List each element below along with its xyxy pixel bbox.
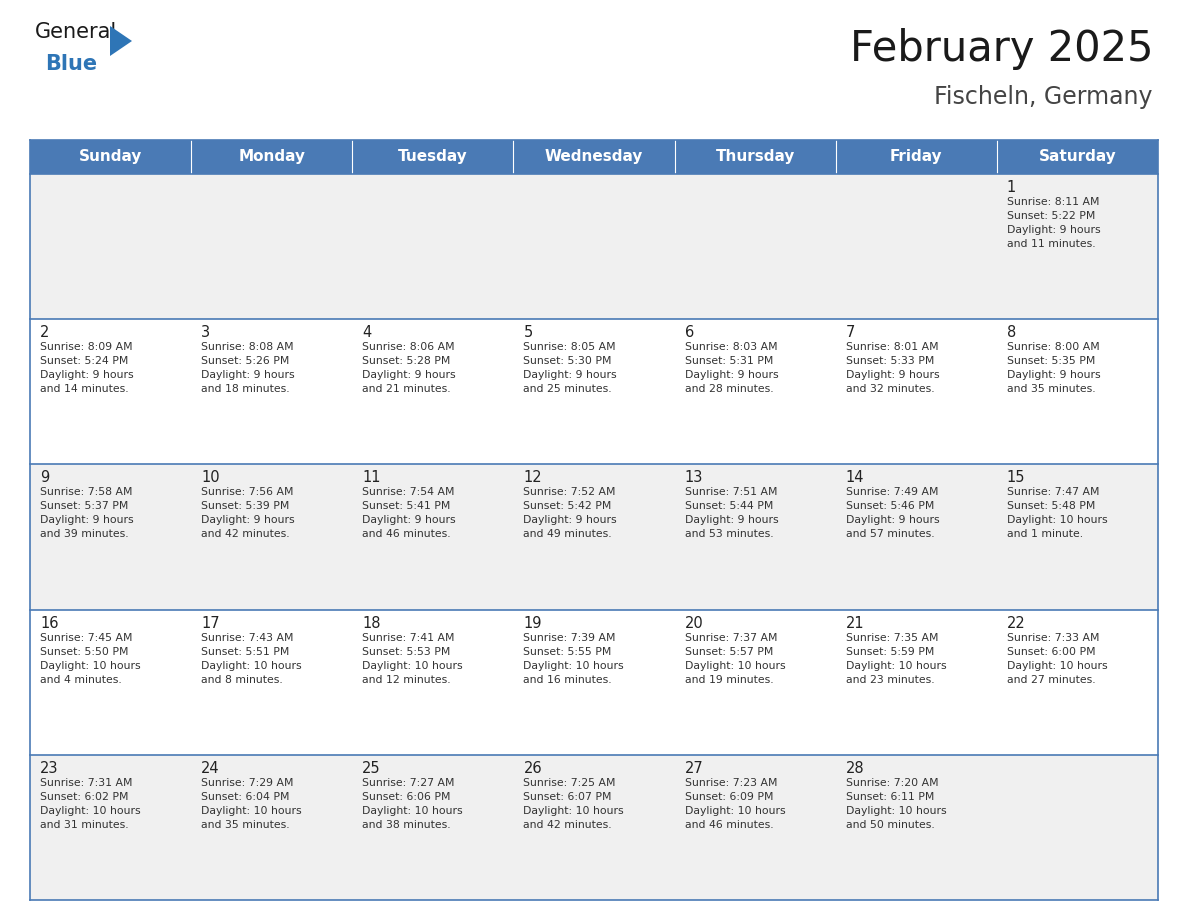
- Bar: [30, 319, 1158, 465]
- Text: Sunrise: 8:08 AM
Sunset: 5:26 PM
Daylight: 9 hours
and 18 minutes.: Sunrise: 8:08 AM Sunset: 5:26 PM Dayligh…: [201, 342, 295, 394]
- Text: 23: 23: [40, 761, 58, 776]
- Text: Sunrise: 7:33 AM
Sunset: 6:00 PM
Daylight: 10 hours
and 27 minutes.: Sunrise: 7:33 AM Sunset: 6:00 PM Dayligh…: [1007, 633, 1107, 685]
- Text: 13: 13: [684, 470, 703, 486]
- Text: 26: 26: [524, 761, 542, 776]
- Text: Sunrise: 7:52 AM
Sunset: 5:42 PM
Daylight: 9 hours
and 49 minutes.: Sunrise: 7:52 AM Sunset: 5:42 PM Dayligh…: [524, 487, 617, 540]
- Text: Sunrise: 7:56 AM
Sunset: 5:39 PM
Daylight: 9 hours
and 42 minutes.: Sunrise: 7:56 AM Sunset: 5:39 PM Dayligh…: [201, 487, 295, 540]
- Text: 12: 12: [524, 470, 542, 486]
- Text: 4: 4: [362, 325, 372, 341]
- Text: 18: 18: [362, 616, 381, 631]
- Text: 17: 17: [201, 616, 220, 631]
- Text: Wednesday: Wednesday: [545, 150, 643, 164]
- Text: 16: 16: [40, 616, 58, 631]
- Text: Sunrise: 8:11 AM
Sunset: 5:22 PM
Daylight: 9 hours
and 11 minutes.: Sunrise: 8:11 AM Sunset: 5:22 PM Dayligh…: [1007, 197, 1100, 249]
- Text: 3: 3: [201, 325, 210, 341]
- Text: Sunrise: 7:37 AM
Sunset: 5:57 PM
Daylight: 10 hours
and 19 minutes.: Sunrise: 7:37 AM Sunset: 5:57 PM Dayligh…: [684, 633, 785, 685]
- Text: 22: 22: [1007, 616, 1025, 631]
- Text: 24: 24: [201, 761, 220, 776]
- Text: 10: 10: [201, 470, 220, 486]
- Text: 28: 28: [846, 761, 865, 776]
- Text: Friday: Friday: [890, 150, 942, 164]
- Text: Sunrise: 7:54 AM
Sunset: 5:41 PM
Daylight: 9 hours
and 46 minutes.: Sunrise: 7:54 AM Sunset: 5:41 PM Dayligh…: [362, 487, 456, 540]
- Text: Sunrise: 7:41 AM
Sunset: 5:53 PM
Daylight: 10 hours
and 12 minutes.: Sunrise: 7:41 AM Sunset: 5:53 PM Dayligh…: [362, 633, 463, 685]
- Text: Sunrise: 7:39 AM
Sunset: 5:55 PM
Daylight: 10 hours
and 16 minutes.: Sunrise: 7:39 AM Sunset: 5:55 PM Dayligh…: [524, 633, 624, 685]
- Text: Fischeln, Germany: Fischeln, Germany: [935, 85, 1154, 109]
- Text: 14: 14: [846, 470, 864, 486]
- Text: 15: 15: [1007, 470, 1025, 486]
- Text: 19: 19: [524, 616, 542, 631]
- Text: Tuesday: Tuesday: [398, 150, 468, 164]
- Text: 25: 25: [362, 761, 381, 776]
- Text: February 2025: February 2025: [849, 28, 1154, 70]
- Bar: [30, 174, 1158, 319]
- Text: 8: 8: [1007, 325, 1016, 341]
- Text: 6: 6: [684, 325, 694, 341]
- Text: 1: 1: [1007, 180, 1016, 195]
- Text: Sunrise: 7:27 AM
Sunset: 6:06 PM
Daylight: 10 hours
and 38 minutes.: Sunrise: 7:27 AM Sunset: 6:06 PM Dayligh…: [362, 778, 463, 830]
- Text: Sunrise: 8:09 AM
Sunset: 5:24 PM
Daylight: 9 hours
and 14 minutes.: Sunrise: 8:09 AM Sunset: 5:24 PM Dayligh…: [40, 342, 133, 394]
- Text: Sunrise: 7:49 AM
Sunset: 5:46 PM
Daylight: 9 hours
and 57 minutes.: Sunrise: 7:49 AM Sunset: 5:46 PM Dayligh…: [846, 487, 940, 540]
- Text: 11: 11: [362, 470, 381, 486]
- Text: Sunrise: 7:58 AM
Sunset: 5:37 PM
Daylight: 9 hours
and 39 minutes.: Sunrise: 7:58 AM Sunset: 5:37 PM Dayligh…: [40, 487, 133, 540]
- Text: 5: 5: [524, 325, 532, 341]
- Text: Sunrise: 7:43 AM
Sunset: 5:51 PM
Daylight: 10 hours
and 8 minutes.: Sunrise: 7:43 AM Sunset: 5:51 PM Dayligh…: [201, 633, 302, 685]
- Polygon shape: [110, 26, 132, 56]
- Text: Sunrise: 7:35 AM
Sunset: 5:59 PM
Daylight: 10 hours
and 23 minutes.: Sunrise: 7:35 AM Sunset: 5:59 PM Dayligh…: [846, 633, 947, 685]
- Text: 27: 27: [684, 761, 703, 776]
- Text: Sunrise: 7:23 AM
Sunset: 6:09 PM
Daylight: 10 hours
and 46 minutes.: Sunrise: 7:23 AM Sunset: 6:09 PM Dayligh…: [684, 778, 785, 830]
- Text: Saturday: Saturday: [1038, 150, 1117, 164]
- Text: Sunrise: 7:51 AM
Sunset: 5:44 PM
Daylight: 9 hours
and 53 minutes.: Sunrise: 7:51 AM Sunset: 5:44 PM Dayligh…: [684, 487, 778, 540]
- Text: Blue: Blue: [45, 54, 97, 74]
- Text: Sunrise: 7:29 AM
Sunset: 6:04 PM
Daylight: 10 hours
and 35 minutes.: Sunrise: 7:29 AM Sunset: 6:04 PM Dayligh…: [201, 778, 302, 830]
- Text: Thursday: Thursday: [715, 150, 795, 164]
- Text: 7: 7: [846, 325, 855, 341]
- Text: Sunrise: 7:20 AM
Sunset: 6:11 PM
Daylight: 10 hours
and 50 minutes.: Sunrise: 7:20 AM Sunset: 6:11 PM Dayligh…: [846, 778, 947, 830]
- Text: Monday: Monday: [239, 150, 305, 164]
- Text: General: General: [34, 22, 118, 42]
- Bar: [30, 755, 1158, 900]
- Text: Sunrise: 8:05 AM
Sunset: 5:30 PM
Daylight: 9 hours
and 25 minutes.: Sunrise: 8:05 AM Sunset: 5:30 PM Dayligh…: [524, 342, 617, 394]
- Text: Sunrise: 7:25 AM
Sunset: 6:07 PM
Daylight: 10 hours
and 42 minutes.: Sunrise: 7:25 AM Sunset: 6:07 PM Dayligh…: [524, 778, 624, 830]
- Text: Sunrise: 7:31 AM
Sunset: 6:02 PM
Daylight: 10 hours
and 31 minutes.: Sunrise: 7:31 AM Sunset: 6:02 PM Dayligh…: [40, 778, 140, 830]
- Text: Sunrise: 8:01 AM
Sunset: 5:33 PM
Daylight: 9 hours
and 32 minutes.: Sunrise: 8:01 AM Sunset: 5:33 PM Dayligh…: [846, 342, 940, 394]
- Text: Sunday: Sunday: [78, 150, 143, 164]
- Bar: [30, 610, 1158, 755]
- Text: Sunrise: 8:03 AM
Sunset: 5:31 PM
Daylight: 9 hours
and 28 minutes.: Sunrise: 8:03 AM Sunset: 5:31 PM Dayligh…: [684, 342, 778, 394]
- Text: 21: 21: [846, 616, 865, 631]
- Bar: [30, 465, 1158, 610]
- Text: 20: 20: [684, 616, 703, 631]
- Text: 9: 9: [40, 470, 49, 486]
- Bar: [30, 140, 1158, 174]
- Text: Sunrise: 7:47 AM
Sunset: 5:48 PM
Daylight: 10 hours
and 1 minute.: Sunrise: 7:47 AM Sunset: 5:48 PM Dayligh…: [1007, 487, 1107, 540]
- Text: Sunrise: 7:45 AM
Sunset: 5:50 PM
Daylight: 10 hours
and 4 minutes.: Sunrise: 7:45 AM Sunset: 5:50 PM Dayligh…: [40, 633, 140, 685]
- Text: Sunrise: 8:06 AM
Sunset: 5:28 PM
Daylight: 9 hours
and 21 minutes.: Sunrise: 8:06 AM Sunset: 5:28 PM Dayligh…: [362, 342, 456, 394]
- Text: Sunrise: 8:00 AM
Sunset: 5:35 PM
Daylight: 9 hours
and 35 minutes.: Sunrise: 8:00 AM Sunset: 5:35 PM Dayligh…: [1007, 342, 1100, 394]
- Text: 2: 2: [40, 325, 50, 341]
